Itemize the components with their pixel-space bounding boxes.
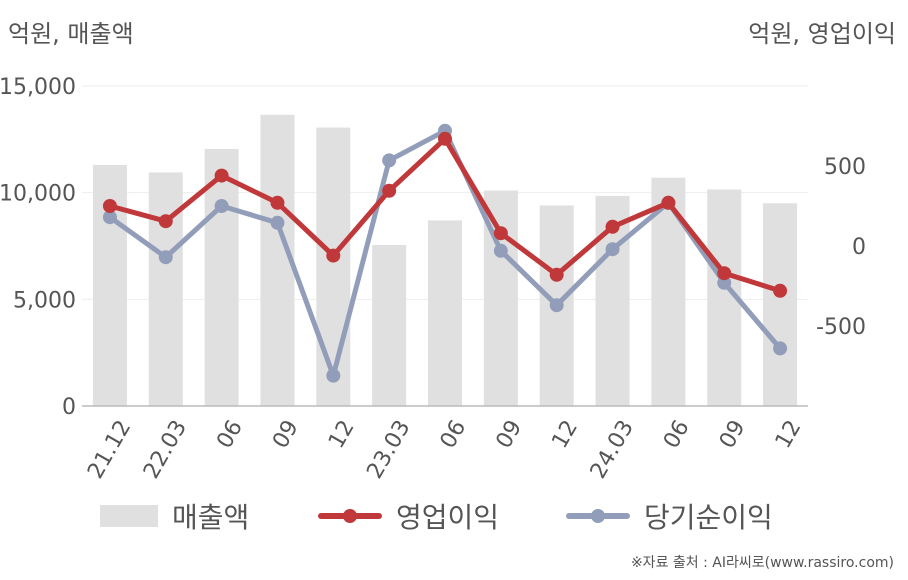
net-income-point bbox=[158, 250, 173, 265]
x-tick-label: 22.03 bbox=[139, 416, 192, 483]
right-tick-label: 0 bbox=[852, 235, 866, 260]
operating-profit-point bbox=[158, 214, 173, 229]
left-axis-unit: 억원, 매출액 bbox=[8, 20, 134, 48]
operating-profit-point bbox=[549, 267, 564, 282]
net-income-point bbox=[102, 210, 117, 225]
operating-profit-point bbox=[270, 195, 285, 210]
revenue-bars bbox=[92, 114, 798, 407]
net-income-point bbox=[717, 275, 732, 290]
x-tick-label: 12 bbox=[324, 416, 360, 453]
x-tick-label: 09 bbox=[268, 416, 304, 453]
x-tick-label: 06 bbox=[212, 416, 248, 453]
x-tick-label: 06 bbox=[436, 416, 472, 453]
net-income-point bbox=[773, 341, 788, 356]
net-income-point bbox=[549, 298, 564, 313]
net-income-point bbox=[214, 199, 229, 213]
legend-label-operating-profit: 영업이익 bbox=[396, 501, 500, 534]
x-tick-label: 09 bbox=[492, 416, 528, 453]
revenue-bar bbox=[316, 127, 351, 406]
operating-profit-point bbox=[773, 283, 788, 298]
legend-label-net-income: 당기순이익 bbox=[644, 501, 773, 534]
revenue-bar bbox=[428, 220, 462, 406]
legend-label-revenue: 매출액 bbox=[172, 501, 250, 534]
x-tick-label: 12 bbox=[771, 416, 807, 453]
net-income-point bbox=[493, 243, 508, 258]
x-tick-label: 24.03 bbox=[586, 416, 639, 483]
x-tick-label: 21.12 bbox=[83, 416, 136, 483]
operating-profit-point bbox=[326, 248, 341, 263]
operating-profit-point bbox=[382, 183, 397, 198]
right-tick-label: -500 bbox=[816, 315, 866, 340]
x-tick-label: 06 bbox=[659, 416, 695, 453]
revenue-bar bbox=[204, 148, 239, 406]
x-tick-label: 09 bbox=[715, 416, 751, 453]
net-income-point bbox=[382, 153, 397, 168]
left-tick-label: 15,000 bbox=[0, 75, 76, 100]
legend-swatch-operating-profit bbox=[318, 505, 382, 527]
operating-profit-point bbox=[605, 219, 620, 234]
operating-profit-point bbox=[717, 266, 732, 281]
line-layer bbox=[102, 123, 788, 383]
right-axis-unit: 억원, 영업이익 bbox=[748, 20, 896, 48]
left-tick-label: 10,000 bbox=[0, 182, 76, 207]
revenue-bar bbox=[372, 244, 407, 406]
source-note: ※자료 출처 : AI라씨로(www.rassiro.com) bbox=[630, 555, 894, 571]
legend: 매출액 영업이익 당기순이익 bbox=[0, 496, 908, 536]
operating-profit-point bbox=[214, 168, 229, 183]
operating-profit-point bbox=[661, 195, 676, 210]
operating-profit-point bbox=[438, 131, 452, 146]
legend-swatch-net-income bbox=[566, 505, 630, 527]
operating-profit-point bbox=[102, 199, 117, 213]
net-income-point bbox=[326, 368, 341, 383]
operating-profit-point bbox=[493, 226, 508, 241]
revenue-bar bbox=[148, 172, 183, 406]
x-tick-label: 23.03 bbox=[362, 416, 415, 483]
net-income-point bbox=[270, 215, 285, 230]
combo-chart: 0 5,000 10,000 15,000 -500 0 500 21.12 22.03 06 09… bbox=[0, 75, 866, 483]
left-tick-label: 0 bbox=[62, 395, 76, 420]
revenue-bar bbox=[763, 203, 798, 406]
right-tick-label: 500 bbox=[824, 155, 866, 180]
legend-item-net-income: 당기순이익 bbox=[566, 496, 773, 536]
legend-item-operating-profit: 영업이익 bbox=[318, 496, 499, 536]
legend-swatch-revenue bbox=[100, 505, 158, 527]
legend-item-revenue: 매출액 bbox=[100, 496, 249, 536]
x-tick-label: 12 bbox=[547, 416, 583, 453]
net-income-point bbox=[605, 242, 620, 257]
left-tick-label: 5,000 bbox=[13, 288, 76, 313]
